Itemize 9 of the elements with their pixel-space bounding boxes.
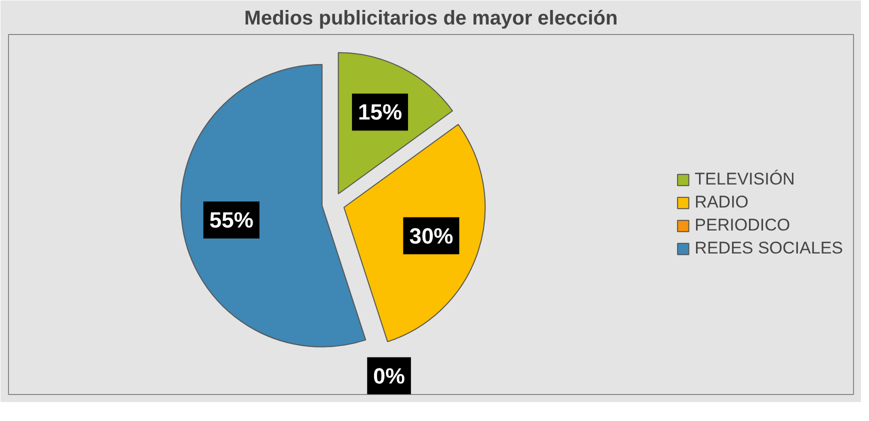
chart-title: Medios publicitarios de mayor elección (244, 8, 618, 30)
data-label: 55% (209, 208, 254, 233)
data-label: 30% (409, 223, 454, 248)
legend-label: RADIO (694, 192, 749, 212)
text: 0% (373, 363, 405, 388)
legend-label: PERIODICO (694, 216, 790, 236)
legend-label: TELEVISIÓN (694, 170, 795, 190)
data-label: 15% (358, 100, 402, 125)
legend-label: REDES SOCIALES (694, 238, 843, 258)
